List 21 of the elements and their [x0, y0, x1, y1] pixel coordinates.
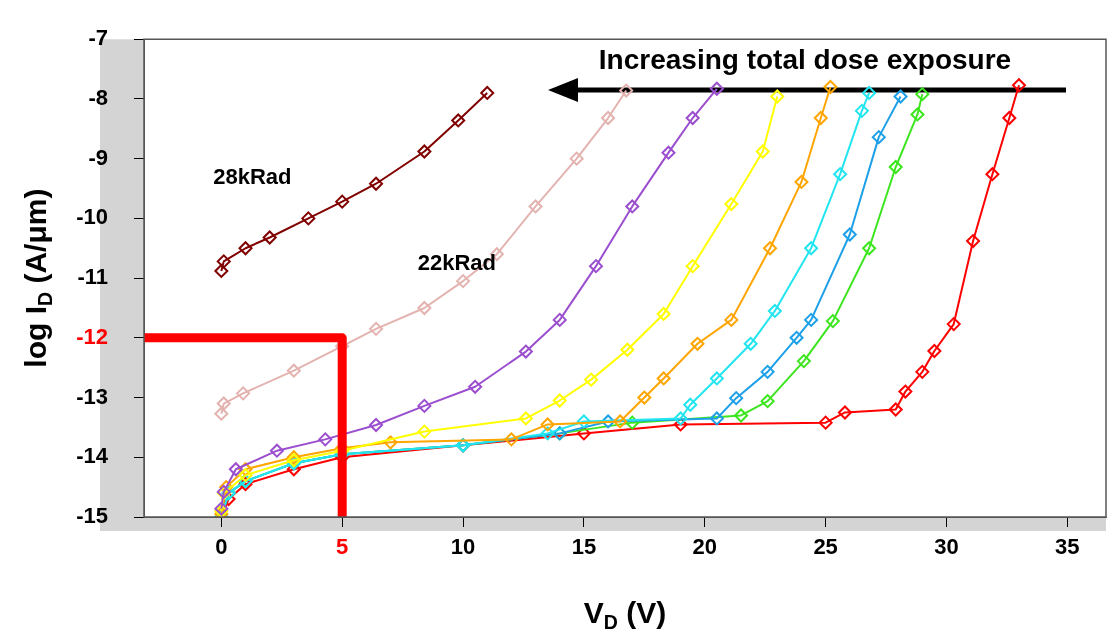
y-axis-title: log ID (A/μm): [19, 188, 57, 368]
series-label: 22kRad: [417, 250, 497, 276]
x-tick-label: 15: [571, 534, 597, 560]
x-tick-label: 35: [1055, 534, 1080, 560]
y-tick-label: -10: [76, 204, 108, 230]
series-label: 28kRad: [213, 164, 292, 190]
x-tick-label: 5: [336, 534, 349, 560]
x-tick-label: 10: [450, 534, 476, 560]
y-tick-label: -12: [76, 323, 108, 349]
x-tick-label: 30: [934, 534, 959, 560]
annotation: Increasing total dose exposure: [598, 43, 1012, 75]
y-tick-label: -9: [88, 144, 108, 170]
y-tick-label: -15: [76, 503, 108, 529]
x-tick-label: 20: [692, 534, 718, 560]
y-tick-label: -8: [88, 84, 108, 110]
y-tick-label: -7: [88, 25, 108, 51]
y-tick-label: -13: [76, 383, 108, 409]
x-tick-label: 0: [215, 534, 228, 560]
x-tick-label: 25: [813, 534, 838, 560]
y-tick-label: -14: [76, 443, 109, 469]
y-tick-label: -11: [77, 264, 108, 290]
